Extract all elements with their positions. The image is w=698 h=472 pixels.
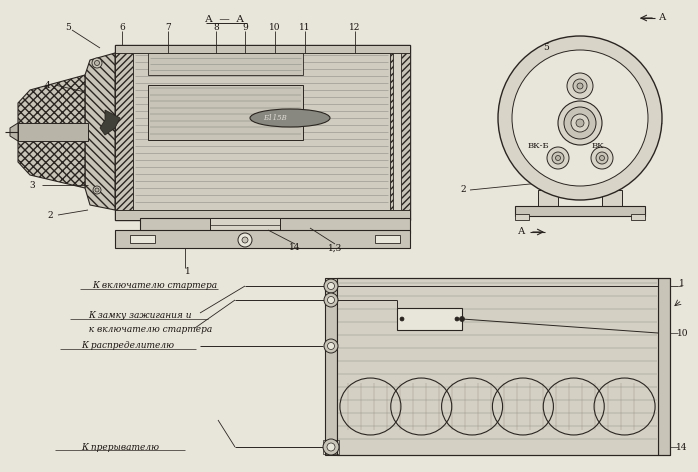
Polygon shape <box>18 75 85 188</box>
Text: Б115В: Б115В <box>263 114 287 122</box>
Bar <box>602 190 622 210</box>
Circle shape <box>600 155 604 160</box>
Bar <box>148 53 303 75</box>
Circle shape <box>93 186 101 194</box>
Text: К распределителю: К распределителю <box>82 342 174 351</box>
Text: 1,3: 1,3 <box>328 244 342 253</box>
Bar <box>375 235 400 243</box>
Text: К замку зажигания и: К замку зажигания и <box>88 312 192 320</box>
Text: 5: 5 <box>65 24 71 33</box>
Circle shape <box>498 36 662 200</box>
Circle shape <box>573 79 587 93</box>
Bar <box>140 218 410 233</box>
Text: 8: 8 <box>213 24 219 33</box>
Circle shape <box>92 58 102 68</box>
Circle shape <box>567 73 593 99</box>
Bar <box>658 278 670 455</box>
Bar <box>115 53 133 210</box>
Bar <box>390 53 410 210</box>
Circle shape <box>95 188 99 192</box>
Polygon shape <box>85 53 115 210</box>
Circle shape <box>327 343 334 349</box>
Text: ВК: ВК <box>592 142 604 150</box>
Circle shape <box>547 147 569 169</box>
Text: 2: 2 <box>47 211 53 219</box>
Text: 10: 10 <box>269 24 281 33</box>
Bar <box>538 190 558 210</box>
Bar <box>130 235 155 243</box>
Text: А: А <box>519 228 526 236</box>
Bar <box>631 214 645 220</box>
Circle shape <box>577 83 583 89</box>
Circle shape <box>327 283 334 289</box>
Circle shape <box>558 101 602 145</box>
Circle shape <box>455 317 459 321</box>
Circle shape <box>242 237 248 243</box>
Circle shape <box>324 339 338 353</box>
Circle shape <box>564 107 596 139</box>
Circle shape <box>94 60 100 66</box>
Text: 3: 3 <box>29 180 35 189</box>
Text: А: А <box>660 14 667 23</box>
Circle shape <box>556 155 560 160</box>
Text: А  —  А: А — А <box>205 16 244 25</box>
Text: 14: 14 <box>289 244 301 253</box>
Text: 1: 1 <box>679 278 685 287</box>
Text: 6: 6 <box>119 24 125 33</box>
Circle shape <box>512 50 648 186</box>
Circle shape <box>324 279 338 293</box>
Polygon shape <box>10 123 18 141</box>
Polygon shape <box>100 110 120 135</box>
Circle shape <box>596 152 608 164</box>
Text: 9: 9 <box>242 24 248 33</box>
Circle shape <box>552 152 564 164</box>
Circle shape <box>591 147 613 169</box>
Text: 5: 5 <box>543 43 549 52</box>
Text: К включателю стартера: К включателю стартера <box>92 281 218 290</box>
Bar <box>337 278 658 455</box>
Circle shape <box>327 296 334 303</box>
Circle shape <box>459 317 464 321</box>
Circle shape <box>571 114 589 132</box>
Text: 4: 4 <box>45 81 51 90</box>
Bar <box>515 214 529 220</box>
Circle shape <box>327 443 335 451</box>
Text: 12: 12 <box>349 24 361 33</box>
Circle shape <box>576 119 584 127</box>
Bar <box>148 85 303 140</box>
Text: 11: 11 <box>299 24 311 33</box>
Text: ВК-Б: ВК-Б <box>527 142 549 150</box>
Bar <box>133 53 390 210</box>
Circle shape <box>400 317 404 321</box>
Text: 1: 1 <box>185 268 191 277</box>
Text: 14: 14 <box>676 443 688 452</box>
Text: 7: 7 <box>165 24 171 33</box>
Circle shape <box>324 293 338 307</box>
Text: 2: 2 <box>460 185 466 194</box>
Bar <box>323 440 339 454</box>
Bar <box>545 178 615 193</box>
Text: 10: 10 <box>677 329 689 337</box>
Bar <box>210 218 280 248</box>
Bar <box>397 308 462 330</box>
Bar <box>18 123 88 141</box>
Text: к включателю стартера: к включателю стартера <box>83 325 213 334</box>
Ellipse shape <box>250 109 330 127</box>
Bar <box>515 206 645 216</box>
Bar <box>393 53 401 210</box>
Text: К прерывателю: К прерывателю <box>81 443 159 452</box>
Bar <box>325 278 337 455</box>
Circle shape <box>238 233 252 247</box>
Circle shape <box>323 439 339 455</box>
Bar <box>115 45 410 53</box>
Bar <box>115 230 410 248</box>
Bar <box>115 210 410 220</box>
Bar <box>115 45 410 220</box>
